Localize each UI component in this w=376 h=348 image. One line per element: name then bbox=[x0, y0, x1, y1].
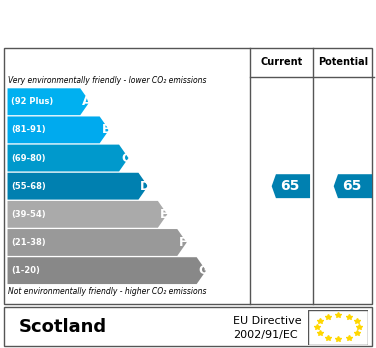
Polygon shape bbox=[8, 229, 186, 256]
Polygon shape bbox=[8, 117, 109, 143]
Text: 65: 65 bbox=[280, 179, 300, 193]
Text: C: C bbox=[121, 151, 130, 165]
Text: 65: 65 bbox=[343, 179, 362, 193]
Polygon shape bbox=[8, 88, 89, 115]
Text: (1-20): (1-20) bbox=[11, 266, 40, 275]
Text: (21-38): (21-38) bbox=[11, 238, 46, 247]
Text: F: F bbox=[179, 236, 188, 249]
Text: Very environmentally friendly - lower CO₂ emissions: Very environmentally friendly - lower CO… bbox=[8, 76, 206, 85]
Text: (39-54): (39-54) bbox=[11, 210, 46, 219]
Polygon shape bbox=[8, 257, 206, 284]
Text: Potential: Potential bbox=[318, 57, 369, 67]
Text: (81-91): (81-91) bbox=[11, 125, 46, 134]
Text: Current: Current bbox=[261, 57, 303, 67]
Text: G: G bbox=[199, 264, 209, 277]
Text: (92 Plus): (92 Plus) bbox=[11, 97, 53, 106]
Text: (55-68): (55-68) bbox=[11, 182, 46, 191]
Text: B: B bbox=[102, 124, 111, 136]
Text: 2002/91/EC: 2002/91/EC bbox=[233, 331, 298, 340]
Polygon shape bbox=[8, 201, 167, 228]
Text: Scotland: Scotland bbox=[19, 318, 107, 336]
Text: D: D bbox=[140, 180, 151, 193]
Polygon shape bbox=[8, 145, 129, 172]
Polygon shape bbox=[8, 173, 148, 200]
Text: Not environmentally friendly - higher CO₂ emissions: Not environmentally friendly - higher CO… bbox=[8, 287, 206, 296]
Polygon shape bbox=[334, 174, 372, 198]
Text: Environmental Impact (CO₂) Rating: Environmental Impact (CO₂) Rating bbox=[38, 15, 338, 30]
Text: (69-80): (69-80) bbox=[11, 153, 46, 163]
Text: EU Directive: EU Directive bbox=[233, 316, 302, 326]
Text: E: E bbox=[160, 208, 168, 221]
Text: A: A bbox=[82, 95, 92, 108]
Polygon shape bbox=[272, 174, 310, 198]
